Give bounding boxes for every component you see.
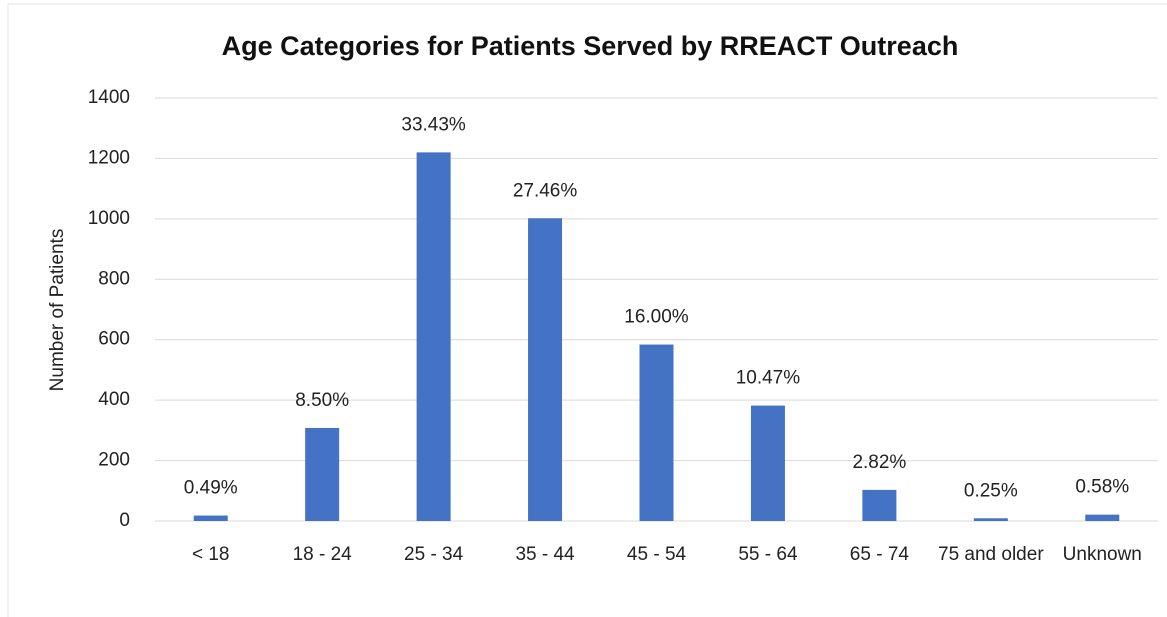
bar [750, 405, 785, 521]
chart-title: Age Categories for Patients Served by RR… [222, 31, 959, 61]
bar [416, 152, 451, 521]
y-tick-label: 1000 [88, 208, 130, 229]
y-tick-label: 400 [98, 389, 130, 410]
x-tick-label: 35 - 44 [515, 544, 575, 565]
data-label: 27.46% [513, 180, 578, 201]
data-label: 33.43% [401, 114, 466, 135]
x-tick-label: 25 - 34 [404, 544, 464, 565]
data-label: 16.00% [624, 307, 689, 328]
bar [973, 518, 1008, 521]
x-tick-label: 55 - 64 [738, 544, 798, 565]
data-label: 0.49% [184, 478, 238, 499]
data-label: 10.47% [736, 368, 801, 389]
y-tick-label: 1400 [88, 87, 130, 108]
bar [305, 427, 340, 521]
x-tick-label: < 18 [191, 544, 230, 565]
x-tick-label: 45 - 54 [626, 544, 687, 565]
y-tick-label: 800 [98, 268, 130, 289]
x-tick-label: Unknown [1062, 544, 1142, 565]
data-label: 0.58% [1075, 477, 1129, 498]
y-tick-label: 1200 [88, 147, 130, 168]
data-label: 0.25% [964, 480, 1018, 501]
y-tick-label: 200 [98, 450, 130, 471]
y-axis-label: Number of Patients [47, 229, 68, 392]
x-tick-label: 65 - 74 [849, 544, 909, 565]
bar [862, 489, 897, 521]
bar [1085, 514, 1120, 521]
y-tick-label: 0 [119, 510, 130, 531]
x-tick-label: 75 and older [938, 544, 1044, 565]
bar [528, 218, 563, 521]
data-label: 8.50% [295, 390, 349, 411]
y-tick-label: 600 [98, 329, 130, 350]
data-label: 2.82% [852, 452, 906, 473]
bar [193, 515, 228, 521]
bar [639, 344, 674, 521]
x-tick-label: 18 - 24 [292, 544, 352, 565]
